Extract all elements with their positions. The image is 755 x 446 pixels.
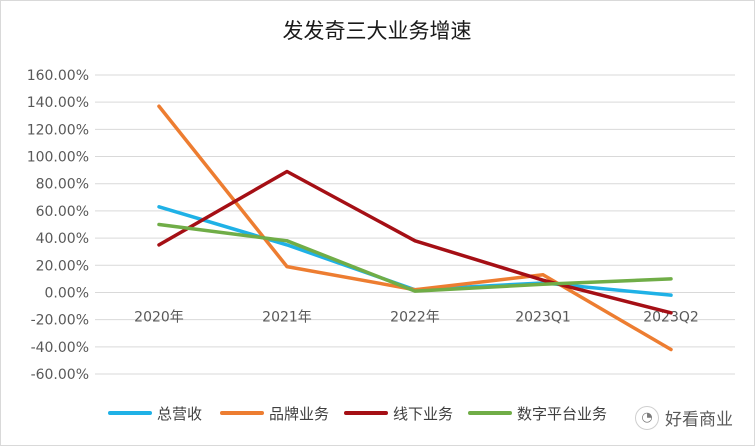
legend-label: 总营收 [157, 405, 202, 423]
data-point [541, 278, 545, 282]
x-axis-labels: 2020年 2021年 2022年 2023Q1 2023Q2 [134, 309, 699, 325]
data-point [285, 265, 289, 269]
x-tick-label: 2021年 [262, 309, 312, 325]
y-tick-label: 20.00% [36, 258, 89, 274]
legend: 总营收 品牌业务 线下业务 数字平台业务 [108, 405, 607, 423]
data-point [413, 289, 417, 293]
data-point [157, 205, 161, 209]
y-tick-label: 120.00% [27, 122, 89, 138]
wechat-icon: ◔ [635, 405, 659, 430]
y-tick-label: -40.00% [31, 340, 89, 356]
data-point [413, 239, 417, 243]
y-tick-label: -20.00% [31, 313, 89, 329]
watermark: ◔ 好看商业 [635, 405, 733, 430]
data-point [669, 277, 673, 281]
data-point [285, 243, 289, 247]
x-tick-label: 2020年 [134, 309, 184, 325]
y-tick-label: 0.00% [45, 285, 89, 301]
x-tick-label: 2022年 [390, 309, 440, 325]
chart-title: 发发奇三大业务增速 [283, 19, 472, 43]
watermark-text: 好看商业 [665, 410, 733, 430]
y-tick-label: 60.00% [36, 204, 89, 220]
data-point [669, 348, 673, 352]
x-tick-label: 2023Q2 [643, 309, 699, 325]
data-point [541, 273, 545, 277]
series-lines [157, 104, 673, 352]
data-point [285, 239, 289, 243]
data-point [669, 293, 673, 297]
legend-label: 品牌业务 [269, 405, 329, 423]
data-point [157, 104, 161, 108]
data-point [157, 243, 161, 247]
y-tick-label: 80.00% [36, 177, 89, 193]
x-tick-label: 2023Q1 [515, 309, 571, 325]
y-tick-label: -60.00% [31, 367, 89, 383]
y-axis-labels: 160.00% 140.00% 120.00% 100.00% 80.00% 60.00%… [27, 68, 89, 383]
series-line-4 [157, 222, 673, 293]
y-tick-label: 160.00% [27, 68, 89, 84]
legend-label: 线下业务 [393, 405, 453, 423]
y-tick-label: 40.00% [36, 231, 89, 247]
data-point [669, 311, 673, 315]
y-tick-label: 100.00% [27, 150, 89, 166]
legend-label: 数字平台业务 [517, 405, 607, 423]
data-point [285, 169, 289, 173]
data-point [157, 223, 161, 226]
data-point [541, 282, 545, 286]
y-tick-label: 140.00% [27, 95, 89, 111]
